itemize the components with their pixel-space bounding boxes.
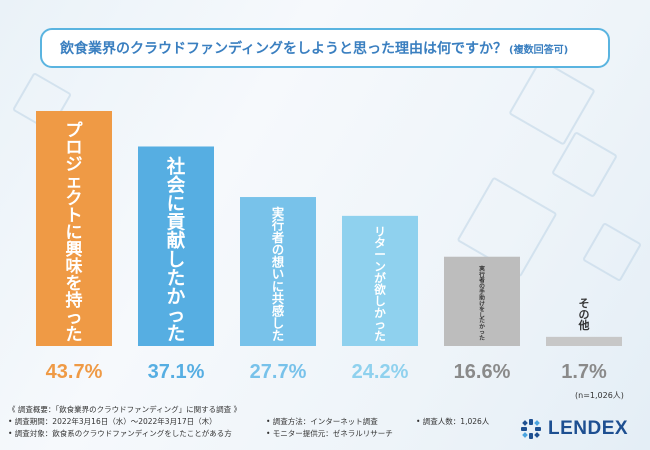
value-label-6: 1.7% — [561, 361, 607, 383]
footer-period: • 調査期間：2022年3月16日（水）〜2022年3月17日（木） — [8, 417, 217, 426]
value-label-3: 27.7% — [250, 361, 307, 383]
category-label-3: 実行者の想いに共感した — [271, 205, 285, 343]
value-label-2: 37.1% — [148, 361, 205, 383]
category-label-4: リターンが欲しかった — [373, 224, 386, 343]
lendex-logo-text: LENDEX — [548, 418, 629, 439]
footer-monitor: • モニター提供元：ゼネラルリサーチ — [266, 429, 393, 438]
bar-5 — [444, 256, 520, 346]
lendex-logo-icon — [521, 419, 541, 439]
category-label-6: その他 — [578, 297, 590, 332]
survey-footer: 《 調査概要：「飲食業界のクラウドファンディング」に関する調査 》 • 調査期間… — [8, 404, 489, 448]
footer-method: • 調査方法：インターネット調査 — [266, 417, 378, 426]
footer-count: • 調査人数：1,026人 — [416, 417, 490, 426]
bar-1 — [36, 110, 112, 346]
footer-target: • 調査対象：飲食系のクラウドファンディングをしたことがある方 — [8, 429, 232, 438]
value-label-5: 16.6% — [454, 361, 511, 383]
bar-4 — [342, 215, 418, 346]
lendex-logo: LENDEX — [520, 418, 628, 440]
footer-overview: 《 調査概要：「飲食業界のクラウドファンディング」に関する調査 》 — [8, 405, 241, 414]
chart-title: 飲食業界のクラウドファンディングをしようと思った理由は何ですか？ — [60, 41, 508, 57]
bar-6 — [546, 336, 622, 346]
chart-subtitle: (複数回答可) — [509, 44, 569, 56]
value-label-1: 43.7% — [46, 361, 103, 383]
value-label-4: 24.2% — [352, 361, 409, 383]
category-label-2: 社会に貢献したかった — [166, 156, 186, 345]
category-label-1: プロジェクトに興味を持った — [66, 120, 84, 345]
question-box: 飲食業界のクラウドファンディングをしようと思った理由は何ですか？ (複数回答可) — [40, 28, 610, 68]
bar-3 — [240, 197, 316, 346]
category-label-5: 実行者の手助けをしたかった — [478, 265, 485, 342]
bar-2 — [138, 146, 214, 346]
sample-size-note: (n=1,026人) — [575, 391, 624, 400]
